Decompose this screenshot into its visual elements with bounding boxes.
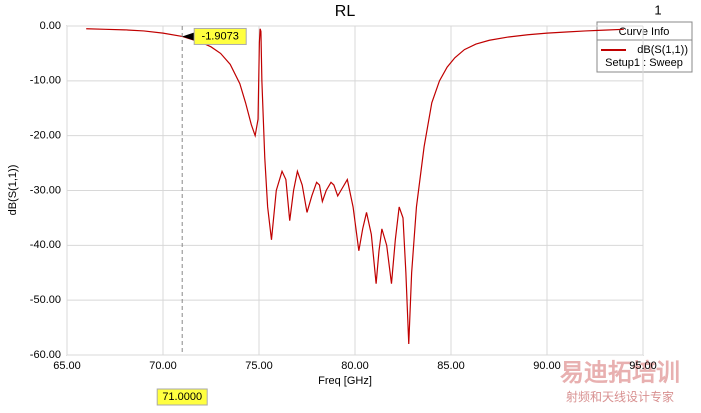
series-line xyxy=(86,28,624,345)
y-tick-label: -60.00 xyxy=(30,349,61,361)
watermark-subtitle: 射频和天线设计专家 xyxy=(566,389,674,404)
marker-id: 1 xyxy=(654,2,661,17)
legend-title: Curve Info xyxy=(619,26,670,38)
x-tick-label: 65.00 xyxy=(53,360,81,372)
y-tick-label: -40.00 xyxy=(30,239,61,251)
marker-x-box xyxy=(156,388,208,406)
y-tick-label: -20.00 xyxy=(30,130,61,142)
marker-value: -1.9073 xyxy=(202,30,239,42)
y-axis-label: dB(S(1,1)) xyxy=(7,165,19,216)
marker-x-label: 71.0000 xyxy=(162,391,202,403)
watermark-title: 易迪拓培训 xyxy=(560,358,680,386)
x-tick-label: 85.00 xyxy=(437,360,465,372)
x-axis-label: Freq [GHz] xyxy=(318,375,372,387)
legend-label: dB(S(1,1)) xyxy=(637,44,688,56)
y-tick-label: -50.00 xyxy=(30,294,61,306)
x-tick-label: 75.00 xyxy=(245,360,273,372)
x-tick-label: 70.00 xyxy=(149,360,177,372)
x-tick-label: 80.00 xyxy=(341,360,369,372)
y-tick-label: -30.00 xyxy=(30,184,61,196)
marker-pointer xyxy=(182,32,195,41)
legend-subtitle: Setup1 : Sweep xyxy=(605,57,683,69)
marker-value-box xyxy=(193,27,247,45)
x-tick-label: 90.00 xyxy=(533,360,561,372)
y-tick-label: 0.00 xyxy=(40,20,61,32)
y-tick-label: -10.00 xyxy=(30,75,61,87)
legend-box xyxy=(596,21,693,73)
x-tick-label: 95.00 xyxy=(629,360,657,372)
chart-title: RL xyxy=(335,3,356,20)
